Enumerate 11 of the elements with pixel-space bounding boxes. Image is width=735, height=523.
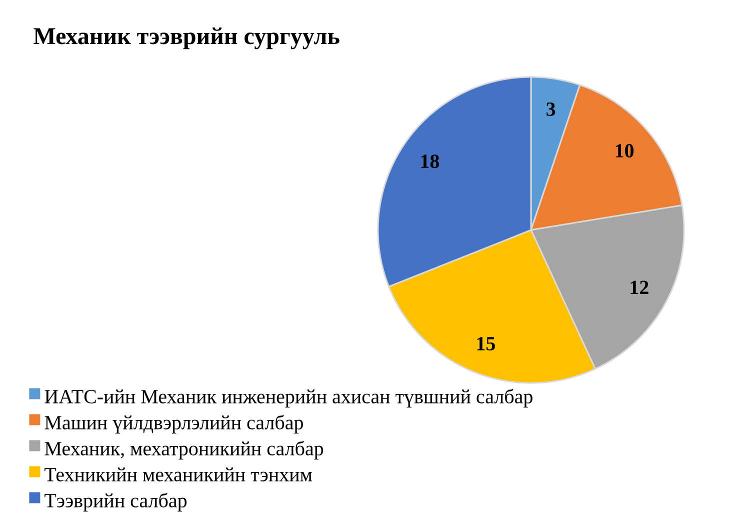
data-label: 12 xyxy=(630,280,648,294)
data-label: 10 xyxy=(616,144,634,158)
chart-title: Механик тээврийн сургууль xyxy=(34,27,340,50)
legend-label: Машин үйлдвэрлэлийн салбар xyxy=(44,414,303,434)
legend-label: ИАТС-ийн Механик инженерийн ахисан түвшний салбар xyxy=(44,388,532,408)
legend-label: Механик, мехатроникийн салбар xyxy=(44,440,324,460)
data-label: 15 xyxy=(477,337,495,350)
data-label: 3 xyxy=(546,102,556,116)
legend-label: Тээврийн салбар xyxy=(44,492,187,512)
data-label: 18 xyxy=(421,154,440,168)
legend-label: Техникийн механикийн тэнхим xyxy=(44,468,312,482)
